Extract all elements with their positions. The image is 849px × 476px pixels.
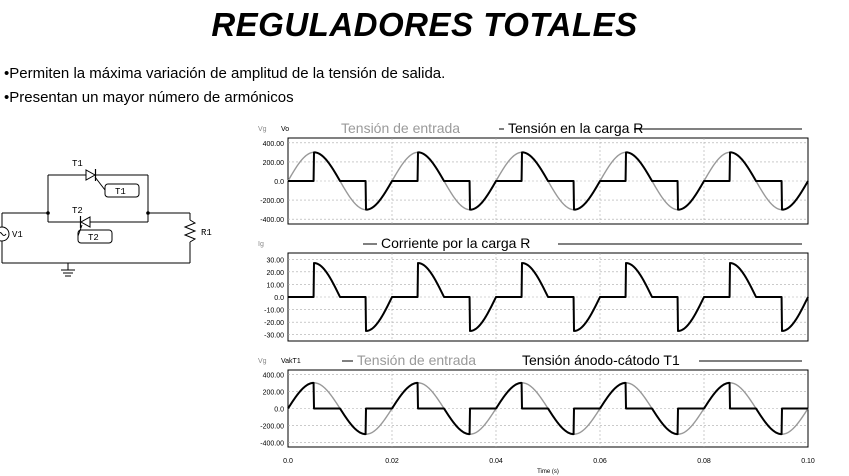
y-tick-label: -200.00 [260, 198, 284, 205]
short-label: Vg [258, 358, 267, 365]
thyristor-t1-icon [86, 170, 95, 180]
short-label: Vg [258, 126, 267, 133]
load-label: R1 [201, 228, 212, 238]
y-tick-label: 0.0 [274, 179, 284, 186]
x-axis-label: Time (s) [537, 469, 559, 475]
circuit-schematic: T1 T1 T2 T2 V1 R1 [0, 150, 240, 300]
x-tick-label: 0.06 [593, 458, 607, 465]
x-tick-label: 0.04 [489, 458, 503, 465]
x-axis: 0.0 0.02 0.04 0.06 0.08 0.10 Time (s) [283, 458, 815, 475]
page-title: REGULADORES TOTALES [0, 6, 849, 44]
series-line [288, 383, 808, 434]
waveform-plots: 400.00 200.00 0.0 -200.00 -400.00 Vg Vo Tensión… [240, 114, 849, 476]
chart-panel-2: 30.00 20.00 10.00 0.0 -10.00 -20.00 -30.00 Ig Co… [258, 235, 808, 341]
t1-gate-label: T1 [115, 187, 126, 197]
bullet-harmonics: •Presentan un mayor número de armónicos [4, 89, 294, 106]
legend-entry: Tensión en la carga R [508, 120, 643, 136]
legend-entry: Tensión de entrada [357, 352, 476, 368]
x-tick-label: 0.0 [283, 458, 293, 465]
t2-gate-label: T2 [88, 233, 99, 243]
y-tick-label: 400.00 [263, 372, 285, 379]
y-tick-label: 200.00 [263, 389, 285, 396]
y-tick-label: -10.00 [264, 308, 284, 315]
chart-panel-1: 400.00 200.00 0.0 -200.00 -400.00 Vg Vo Tensión… [258, 120, 808, 224]
y-tick-label: 30.00 [266, 257, 284, 264]
y-tick-label: -20.00 [264, 320, 284, 327]
y-tick-label: 20.00 [266, 270, 284, 277]
y-tick-label: 200.00 [263, 160, 285, 167]
y-tick-label: -30.00 [264, 333, 284, 340]
y-tick-label: 0.0 [274, 295, 284, 302]
y-tick-label: -200.00 [260, 424, 284, 431]
chart-panel-3: 400.00 200.00 0.0 -200.00 -400.00 Vg VakT1 Tens… [258, 352, 808, 448]
source-label: V1 [12, 230, 23, 240]
short-label: VakT1 [281, 358, 301, 365]
y-tick-label: -400.00 [260, 217, 284, 224]
y-tick-label: 0.0 [274, 407, 284, 414]
legend-entry: Tensión ánodo-cátodo T1 [522, 352, 680, 368]
y-tick-label: 10.00 [266, 282, 284, 289]
t2-label: T2 [72, 206, 83, 216]
short-label: Ig [258, 241, 264, 248]
legend-entry: Tensión de entrada [341, 120, 460, 136]
y-tick-label: 400.00 [263, 141, 285, 148]
short-label: Vo [281, 126, 289, 133]
bullet-max-amplitude: •Permiten la máxima variación de amplitu… [4, 65, 445, 82]
legend-entry: Corriente por la carga R [381, 235, 530, 251]
series-line [288, 152, 808, 209]
series-line [288, 263, 808, 331]
resistor-icon [185, 220, 195, 242]
t1-label: T1 [72, 159, 83, 169]
y-tick-label: -400.00 [260, 441, 284, 448]
x-tick-label: 0.02 [385, 458, 399, 465]
x-tick-label: 0.10 [801, 458, 815, 465]
x-tick-label: 0.08 [697, 458, 711, 465]
ac-source-icon [0, 227, 9, 241]
